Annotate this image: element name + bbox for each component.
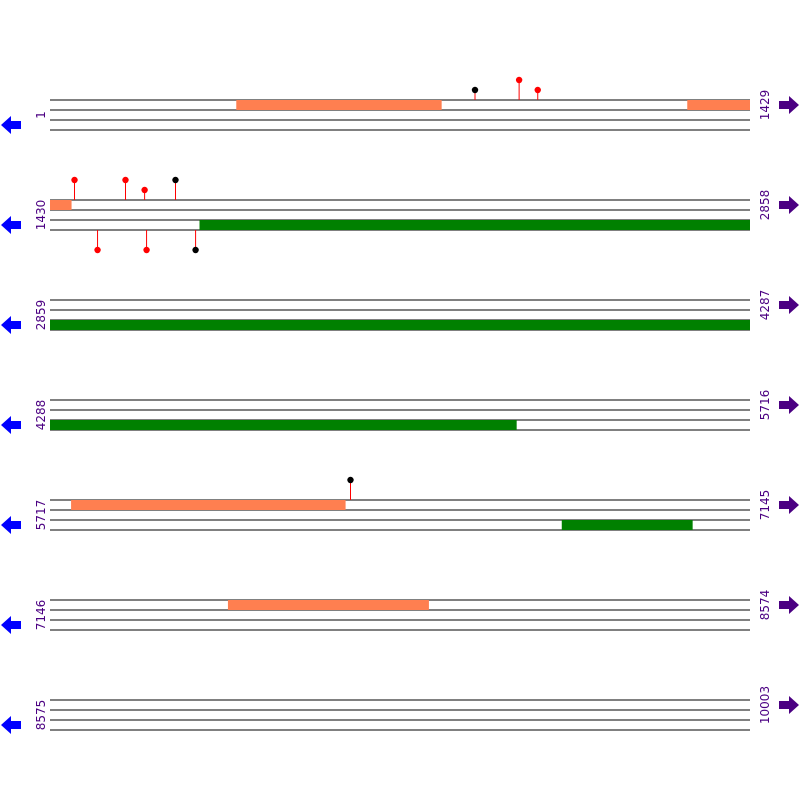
sequence-row-1: 1 1429	[1, 76, 799, 134]
orf-feature-bar[interactable]	[71, 500, 346, 510]
orf-feature-bar[interactable]	[687, 100, 750, 110]
left-arrow-icon[interactable]	[1, 216, 21, 234]
row-start-label: 2859	[34, 300, 48, 331]
right-arrow-icon[interactable]	[779, 596, 799, 614]
left-arrow-icon[interactable]	[1, 716, 21, 734]
red-site-marker[interactable]	[122, 176, 129, 184]
red-site-marker[interactable]	[141, 186, 148, 194]
row-end-label: 8574	[758, 590, 772, 621]
sequence-row-4: 4288 5716	[1, 390, 799, 434]
row-start-label: 1430	[34, 200, 48, 231]
black-site-marker[interactable]	[172, 176, 179, 184]
right-arrow-icon[interactable]	[779, 396, 799, 414]
red-site-marker[interactable]	[71, 176, 78, 184]
left-arrow-icon[interactable]	[1, 516, 21, 534]
left-arrow-icon[interactable]	[1, 316, 21, 334]
cds-feature-bar[interactable]	[199, 220, 750, 230]
left-arrow-icon[interactable]	[1, 116, 21, 134]
red-site-marker[interactable]	[534, 86, 541, 94]
sequence-row-3: 2859 4287	[1, 290, 799, 334]
left-arrow-icon[interactable]	[1, 616, 21, 634]
row-start-label: 8575	[34, 700, 48, 731]
sequence-row-6: 7146 8574	[1, 590, 799, 634]
sequence-row-2: 1430 2858	[1, 176, 799, 254]
right-arrow-icon[interactable]	[779, 496, 799, 514]
row-end-label: 7145	[758, 490, 772, 521]
right-arrow-icon[interactable]	[779, 96, 799, 114]
row-start-label: 1	[34, 111, 48, 119]
row-end-label: 2858	[758, 190, 772, 221]
right-arrow-icon[interactable]	[779, 196, 799, 214]
row-end-label: 5716	[758, 390, 772, 421]
right-arrow-icon[interactable]	[779, 296, 799, 314]
red-site-marker[interactable]	[515, 76, 523, 84]
cds-feature-bar[interactable]	[50, 320, 750, 330]
row-start-label: 4288	[34, 400, 48, 431]
black-site-marker[interactable]	[347, 476, 354, 484]
sequence-row-7: 8575 10003	[1, 686, 799, 734]
red-site-marker[interactable]	[94, 246, 101, 254]
orf-feature-bar[interactable]	[236, 100, 442, 110]
row-start-label: 7146	[34, 600, 48, 631]
left-arrow-icon[interactable]	[1, 416, 21, 434]
row-end-label: 4287	[758, 290, 772, 321]
cds-feature-bar[interactable]	[561, 520, 693, 530]
row-end-label: 10003	[758, 686, 772, 724]
row-start-label: 5717	[34, 500, 48, 531]
red-site-marker[interactable]	[143, 246, 150, 254]
right-arrow-icon[interactable]	[779, 696, 799, 714]
orf-feature-bar[interactable]	[50, 200, 72, 210]
sequence-row-5: 5717 7145	[1, 476, 799, 534]
black-site-marker[interactable]	[471, 86, 479, 94]
row-end-label: 1429	[758, 90, 772, 121]
black-site-marker[interactable]	[192, 246, 199, 254]
cds-feature-bar[interactable]	[50, 420, 517, 430]
orf-feature-bar[interactable]	[227, 600, 429, 610]
